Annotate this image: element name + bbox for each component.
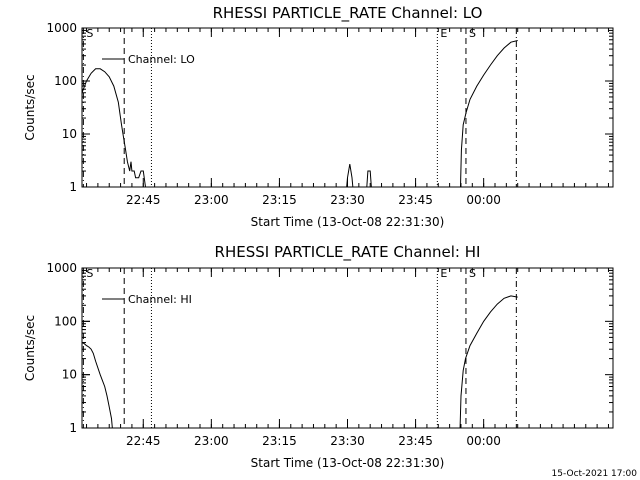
x-tick-label: 00:00	[466, 193, 501, 207]
y-tick-label: 1000	[46, 261, 77, 275]
x-tick-label: 23:00	[194, 434, 229, 448]
series-group	[82, 40, 518, 187]
y-tick-label: 100	[54, 314, 77, 328]
x-tick-label: 23:15	[262, 193, 297, 207]
x-axis-label: Start Time (13-Oct-08 22:31:30)	[251, 215, 445, 229]
series-group	[82, 295, 518, 428]
series-line	[366, 170, 372, 187]
x-tick-label: 23:30	[330, 434, 365, 448]
chart-title: RHESSI PARTICLE_RATE Channel: HI	[215, 243, 481, 262]
plot-frame	[81, 267, 614, 429]
y-tick-label: 10	[62, 368, 77, 382]
event-marker-label: S	[86, 27, 93, 40]
legend-label: Channel: HI	[128, 293, 192, 306]
event-marker-label: S	[86, 267, 93, 280]
x-tick-label: 22:45	[126, 193, 161, 207]
chart-panel-hi: RHESSI PARTICLE_RATE Channel: HI 1 10 100 10…	[23, 243, 614, 470]
series-line	[459, 40, 518, 187]
y-tick-label: 1	[69, 421, 77, 435]
series-line	[82, 342, 113, 428]
x-tick-label: 23:45	[398, 434, 433, 448]
y-axis-label: Counts/sec	[23, 74, 37, 140]
chart-title: RHESSI PARTICLE_RATE Channel: LO	[213, 4, 483, 23]
y-axis-label: Counts/sec	[23, 315, 37, 381]
plot-frame	[81, 27, 614, 188]
event-marker-label: S	[469, 27, 476, 40]
x-tick-label: 00:00	[466, 434, 501, 448]
event-marker-label: E	[440, 27, 447, 40]
event-marker-label: E	[440, 267, 447, 280]
y-tick-label: 1	[69, 180, 77, 194]
x-tick-label: 22:45	[126, 434, 161, 448]
chart-panel-lo: RHESSI PARTICLE_RATE Channel: LO 1 10 100 10…	[23, 4, 614, 229]
y-tick-label: 1000	[46, 21, 77, 35]
legend-label: Channel: LO	[128, 53, 195, 66]
x-tick-label: 23:30	[330, 193, 365, 207]
x-axis-label: Start Time (13-Oct-08 22:31:30)	[251, 456, 445, 470]
footer-timestamp: 15-Oct-2021 17:00	[552, 469, 638, 479]
x-tick-label: 23:15	[262, 434, 297, 448]
x-tick-label: 23:00	[194, 193, 229, 207]
series-line	[82, 68, 147, 187]
event-marker-label: S	[469, 267, 476, 280]
y-tick-label: 10	[62, 127, 77, 141]
series-line	[459, 295, 518, 428]
x-tick-label: 23:45	[398, 193, 433, 207]
series-line	[346, 164, 354, 187]
y-tick-label: 100	[54, 74, 77, 88]
